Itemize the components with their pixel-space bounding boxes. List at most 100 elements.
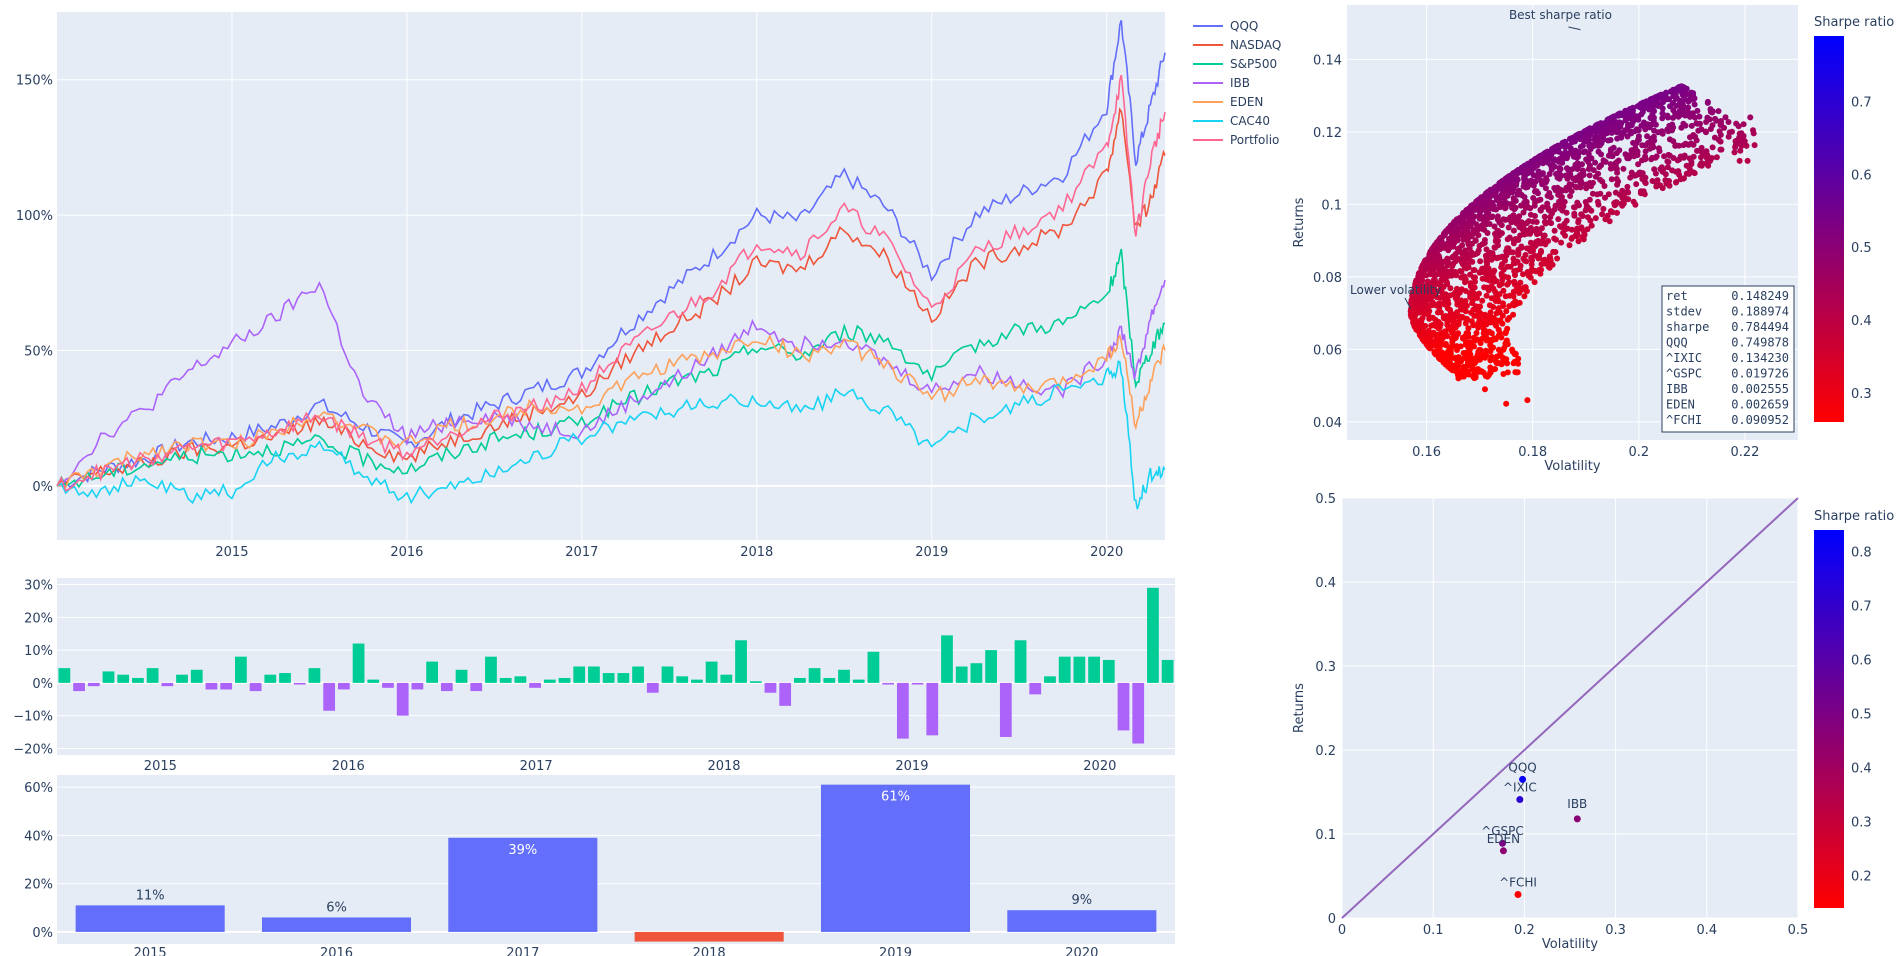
portfolio-point (1579, 161, 1585, 168)
x-tick-label: 2015 (134, 946, 167, 956)
portfolio-point (1531, 267, 1538, 274)
colorbar-title: Sharpe ratio (1814, 509, 1894, 524)
portfolio-point (1444, 281, 1451, 287)
portfolio-point (1546, 190, 1553, 196)
portfolio-point (1409, 291, 1416, 298)
portfolio-point (1553, 147, 1560, 154)
portfolio-point (1464, 219, 1471, 226)
portfolio-point (1517, 232, 1524, 239)
portfolio-point (1506, 279, 1513, 286)
portfolio-point (1628, 110, 1635, 117)
portfolio-point (1530, 247, 1536, 254)
portfolio-point (1678, 124, 1685, 131)
portfolio-point (1440, 314, 1447, 321)
legend-label: S&P500 (1230, 57, 1277, 71)
stat-value: 0.188974 (1731, 305, 1789, 319)
portfolio-point (1588, 222, 1595, 229)
portfolio-point (1489, 319, 1496, 326)
y-tick-label: 60% (24, 781, 53, 796)
portfolio-point (1514, 216, 1521, 223)
portfolio-point (1479, 297, 1486, 304)
portfolio-point (1465, 344, 1472, 351)
portfolio-point (1416, 270, 1423, 277)
portfolio-point (1452, 218, 1459, 225)
x-tick-label: 2016 (320, 946, 353, 956)
x-tick-label: 0.5 (1788, 923, 1809, 938)
portfolio-point (1449, 343, 1456, 349)
portfolio-point (1465, 371, 1472, 378)
portfolio-point (1566, 181, 1573, 188)
portfolio-point (1510, 227, 1517, 234)
x-tick-label: 0.18 (1518, 445, 1547, 460)
monthly-bar (926, 682, 939, 736)
portfolio-point (1560, 203, 1567, 210)
portfolio-point (1634, 103, 1641, 110)
portfolio-point (1537, 270, 1544, 277)
portfolio-point (1453, 272, 1460, 279)
colorbar-tick-label: 0.3 (1851, 387, 1872, 402)
portfolio-point (1630, 198, 1637, 205)
y-tick-label: 50% (24, 344, 53, 359)
portfolio-point (1705, 162, 1712, 169)
annotation-arrow (1404, 297, 1412, 310)
portfolio-point (1557, 143, 1564, 150)
portfolio-point (1538, 249, 1544, 256)
portfolio-point (1532, 242, 1539, 249)
portfolio-point (1510, 300, 1517, 307)
asset-point (1499, 839, 1507, 847)
portfolio-point (1522, 252, 1529, 258)
portfolio-point (1633, 181, 1640, 188)
portfolio-point (1635, 127, 1642, 134)
portfolio-point (1462, 278, 1469, 285)
yearly-bar (1007, 910, 1157, 932)
x-tick-label: 0.22 (1730, 445, 1759, 460)
colorbar-tick-label: 0.6 (1851, 168, 1872, 183)
portfolio-point (1491, 223, 1498, 230)
portfolio-point (1595, 138, 1602, 145)
portfolio-point (1432, 332, 1439, 339)
portfolio-point (1437, 295, 1444, 301)
monthly-bar (367, 679, 380, 683)
monthly-bar (1102, 659, 1115, 683)
portfolio-point (1540, 170, 1546, 177)
monthly-bar (1014, 640, 1027, 683)
y-tick-label: 0.04 (1313, 416, 1342, 431)
portfolio-point (1585, 158, 1592, 165)
portfolio-point (1708, 155, 1715, 161)
bar-value-label: 9% (1072, 893, 1093, 908)
portfolio-point (1608, 176, 1615, 183)
portfolio-point (1563, 209, 1570, 216)
monthly-bar (117, 674, 130, 683)
monthly-bar (955, 666, 968, 683)
portfolio-point (1560, 229, 1567, 236)
portfolio-point (1476, 215, 1483, 222)
portfolio-point (1502, 293, 1509, 300)
portfolio-point (1527, 181, 1534, 188)
monthly-bar (764, 682, 777, 693)
portfolio-point (1499, 358, 1506, 365)
portfolio-point (1505, 224, 1512, 231)
portfolio-point (1455, 318, 1462, 325)
portfolio-point (1481, 226, 1488, 233)
portfolio-point (1470, 267, 1477, 274)
asset-label: ^GSPC (1481, 824, 1524, 838)
portfolio-point (1520, 209, 1527, 216)
portfolio-point (1465, 264, 1472, 271)
efficient-frontier-chart: 0.04 0.06 0.08 0.1 0.12 0.14 0.16 0.18 0.2 0.22 Be… (1292, 5, 1894, 474)
portfolio-point (1502, 330, 1509, 337)
portfolio-point (1563, 217, 1570, 224)
portfolio-point (1435, 300, 1442, 307)
monthly-bar (882, 682, 895, 685)
portfolio-point (1639, 142, 1646, 149)
monthly-bar (1073, 656, 1086, 683)
colorbar-tick-label: 0.4 (1851, 314, 1872, 329)
portfolio-point (1656, 148, 1663, 155)
colorbar-tick-label: 0.6 (1851, 654, 1872, 669)
portfolio-point (1691, 96, 1697, 102)
portfolio-point (1482, 217, 1489, 224)
monthly-bar (470, 682, 483, 692)
portfolio-point (1464, 225, 1471, 232)
annotation-arrow (1568, 26, 1581, 31)
portfolio-point (1579, 167, 1586, 174)
portfolio-point (1472, 374, 1479, 381)
